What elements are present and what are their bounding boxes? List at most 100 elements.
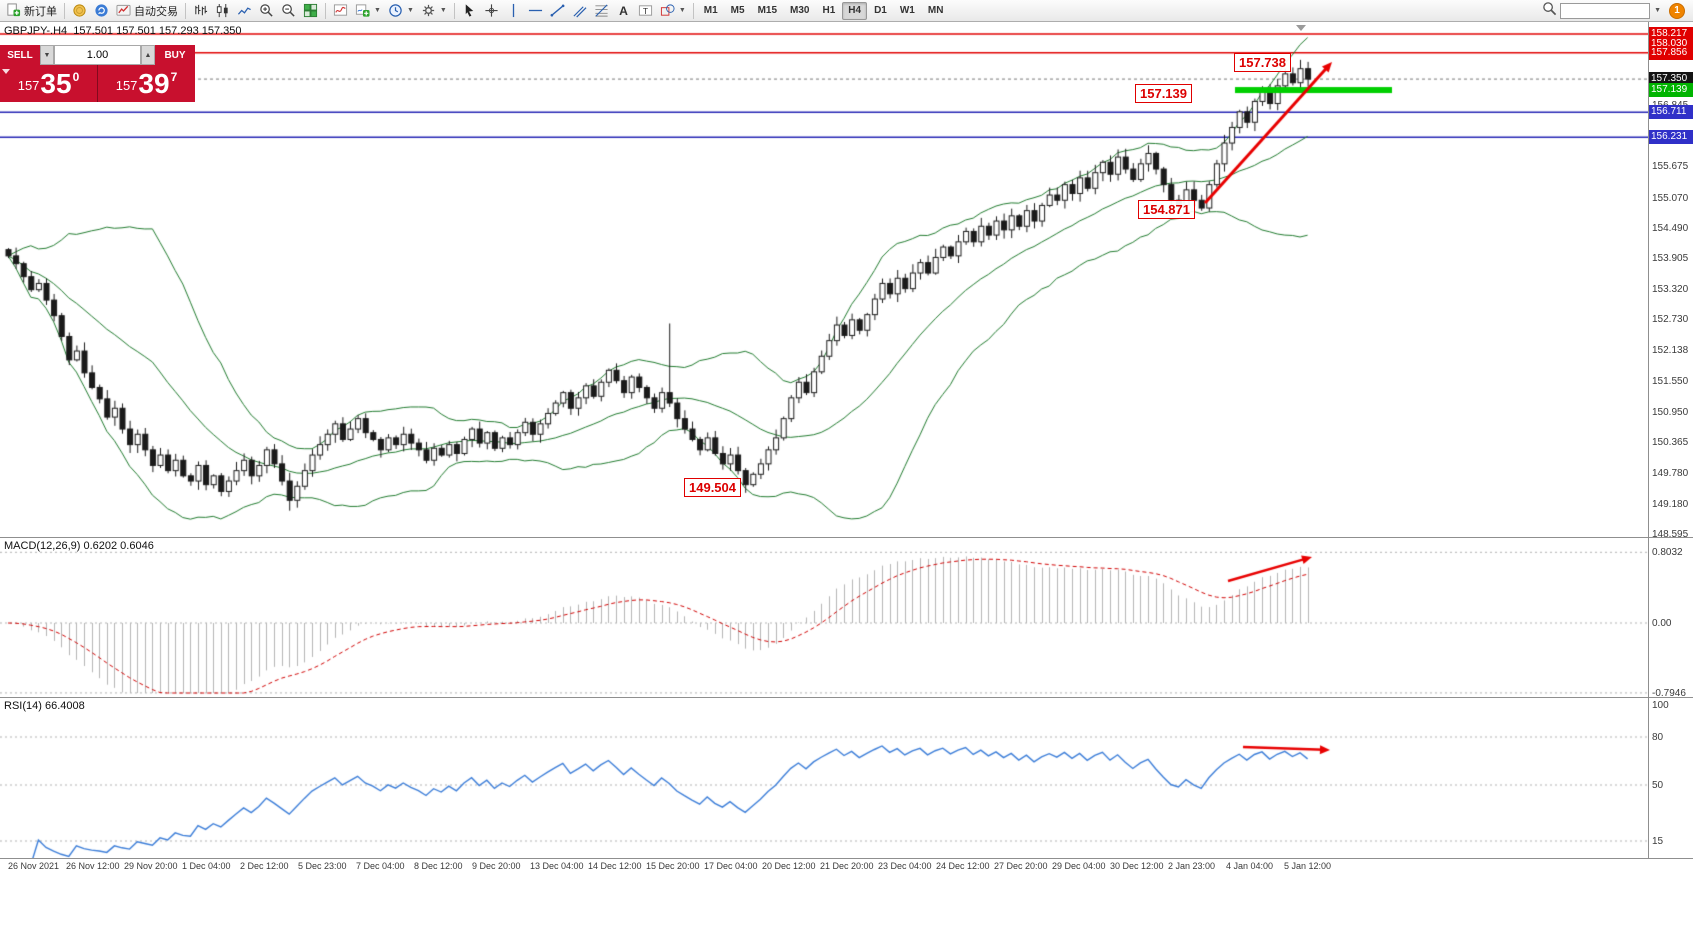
volume-dropdown[interactable]: ▼ — [40, 45, 54, 65]
timeframe-m5[interactable]: M5 — [730, 5, 745, 16]
timeframe-h4[interactable]: H4 — [842, 1, 868, 20]
horizontal-line-tool-icon[interactable] — [525, 1, 546, 20]
chart-settings-icon[interactable]: ▼ — [418, 1, 450, 20]
rsi-axis-tick: 15 — [1652, 836, 1664, 847]
channel-tool-icon[interactable] — [569, 1, 590, 20]
time-tick: 20 Dec 12:00 — [762, 861, 816, 871]
price-annotation[interactable]: 149.504 — [684, 478, 741, 497]
time-tick: 13 Dec 04:00 — [530, 861, 584, 871]
time-axis-divider — [0, 858, 1693, 859]
timeframe-mn[interactable]: MN — [927, 5, 944, 16]
line-chart-icon[interactable] — [234, 1, 255, 20]
rsi-header: RSI(14) 66.4008 — [4, 700, 85, 712]
buy-price[interactable]: 157 39 7 — [98, 65, 195, 102]
price-tick: 150.950 — [1652, 406, 1689, 418]
sell-price-base: 157 — [17, 78, 40, 93]
time-tick: 9 Dec 20:00 — [472, 861, 521, 871]
zoom-in-icon[interactable] — [256, 1, 277, 20]
sell-price-point: 0 — [72, 70, 80, 84]
svg-text:T: T — [643, 6, 648, 16]
auto-trading-button[interactable]: 自动交易 — [113, 1, 181, 20]
main-chart-canvas[interactable] — [0, 22, 1648, 537]
shapes-tool-icon[interactable]: ▼ — [657, 1, 689, 20]
price-annotation[interactable]: 157.139 — [1135, 84, 1192, 103]
time-tick: 29 Nov 20:00 — [124, 861, 178, 871]
add-indicator-icon-caret[interactable]: ▼ — [374, 7, 381, 14]
time-tick: 5 Dec 23:00 — [298, 861, 347, 871]
toolbar-separator — [692, 2, 694, 19]
macd-axis-tick: 0.00 — [1652, 618, 1672, 629]
vertical-line-tool-icon[interactable] — [503, 1, 524, 20]
toolbar-separator — [453, 2, 455, 19]
text-tool-icon[interactable]: A — [613, 1, 634, 20]
timeframe-m1[interactable]: M1 — [703, 5, 718, 16]
auto-trading-button-label: 自动交易 — [134, 5, 178, 18]
time-tick: 26 Nov 12:00 — [66, 861, 120, 871]
economic-calendar-icon[interactable] — [69, 1, 90, 20]
timeframe-m30[interactable]: M30 — [790, 5, 810, 16]
shapes-tool-icon-caret[interactable]: ▼ — [678, 7, 686, 14]
chart-shift-marker[interactable] — [1296, 25, 1306, 31]
fibonacci-tool-icon[interactable] — [591, 1, 612, 20]
trade-panel-collapse-icon[interactable] — [2, 69, 10, 74]
notification-badge[interactable]: 1 — [1669, 2, 1685, 19]
time-tick: 24 Dec 12:00 — [936, 861, 990, 871]
search-dropdown-icon[interactable]: ▼ — [1654, 7, 1661, 14]
rsi-panel-divider[interactable] — [0, 697, 1693, 698]
sell-price[interactable]: 157 35 0 — [0, 65, 98, 102]
volume-input[interactable] — [54, 45, 141, 65]
volume-stepper[interactable]: ▲ — [141, 45, 155, 65]
sell-button[interactable]: SELL — [0, 45, 40, 65]
label-tool-icon[interactable]: T — [635, 1, 656, 20]
bar-chart-icon[interactable] — [190, 1, 211, 20]
buy-button[interactable]: BUY — [155, 45, 195, 65]
macd-panel-canvas[interactable] — [0, 537, 1648, 697]
rsi-axis-tick: 50 — [1652, 780, 1664, 791]
time-tick: 30 Dec 12:00 — [1110, 861, 1164, 871]
timeframe-m15[interactable]: M15 — [757, 5, 778, 16]
macd-axis-tick: 0.8032 — [1652, 547, 1683, 559]
timeframe-periods-icon[interactable]: ▼ — [385, 1, 417, 20]
toolbar-right-group: ▼ 1 — [1542, 1, 1690, 21]
price-tick: 155.070 — [1652, 192, 1689, 204]
chart-settings-icon-caret[interactable]: ▼ — [439, 7, 447, 14]
timeframe-h1[interactable]: H1 — [822, 5, 836, 16]
toolbar-separator — [185, 2, 186, 19]
time-tick: 4 Jan 04:00 — [1226, 861, 1274, 871]
price-tick: 150.365 — [1652, 437, 1689, 449]
price-tick: 153.320 — [1652, 283, 1689, 295]
zoom-out-icon[interactable] — [278, 1, 299, 20]
search-input[interactable] — [1560, 2, 1651, 19]
price-annotation[interactable]: 154.871 — [1138, 200, 1195, 219]
price-tick: 151.550 — [1652, 375, 1689, 387]
crosshair-tool-icon[interactable] — [481, 1, 502, 20]
new-order-button[interactable]: 新订单 — [3, 1, 60, 20]
time-tick: 17 Dec 04:00 — [704, 861, 758, 871]
macd-panel-divider[interactable] — [0, 537, 1693, 538]
price-level-label: 157.139 — [1649, 83, 1693, 98]
tile-windows-icon[interactable] — [300, 1, 321, 20]
rsi-panel-canvas[interactable] — [0, 697, 1648, 858]
buy-price-point: 7 — [170, 70, 178, 84]
price-tick: 153.905 — [1652, 253, 1689, 265]
time-tick: 2 Dec 12:00 — [240, 861, 289, 871]
price-tick: 149.780 — [1652, 467, 1689, 479]
price-level-label: 157.350 — [1649, 72, 1693, 87]
time-tick: 21 Dec 20:00 — [820, 861, 874, 871]
time-tick: 7 Dec 04:00 — [356, 861, 405, 871]
timeframe-d1[interactable]: D1 — [874, 5, 887, 16]
price-annotation[interactable]: 157.738 — [1234, 53, 1291, 72]
cursor-tool-icon[interactable] — [459, 1, 480, 20]
trendline-tool-icon[interactable] — [547, 1, 568, 20]
timeframe-periods-icon-caret[interactable]: ▼ — [406, 7, 414, 14]
add-indicator-icon[interactable]: ▼ — [352, 1, 384, 20]
timeframe-w1[interactable]: W1 — [899, 5, 915, 16]
price-tick: 152.730 — [1652, 314, 1689, 326]
time-tick: 14 Dec 12:00 — [588, 861, 642, 871]
refresh-icon[interactable] — [91, 1, 112, 20]
price-tick: 154.490 — [1652, 222, 1689, 234]
time-tick: 15 Dec 20:00 — [646, 861, 700, 871]
indicators-icon[interactable] — [330, 1, 351, 20]
price-tick: 152.138 — [1652, 345, 1689, 357]
candlestick-chart-icon[interactable] — [212, 1, 233, 20]
